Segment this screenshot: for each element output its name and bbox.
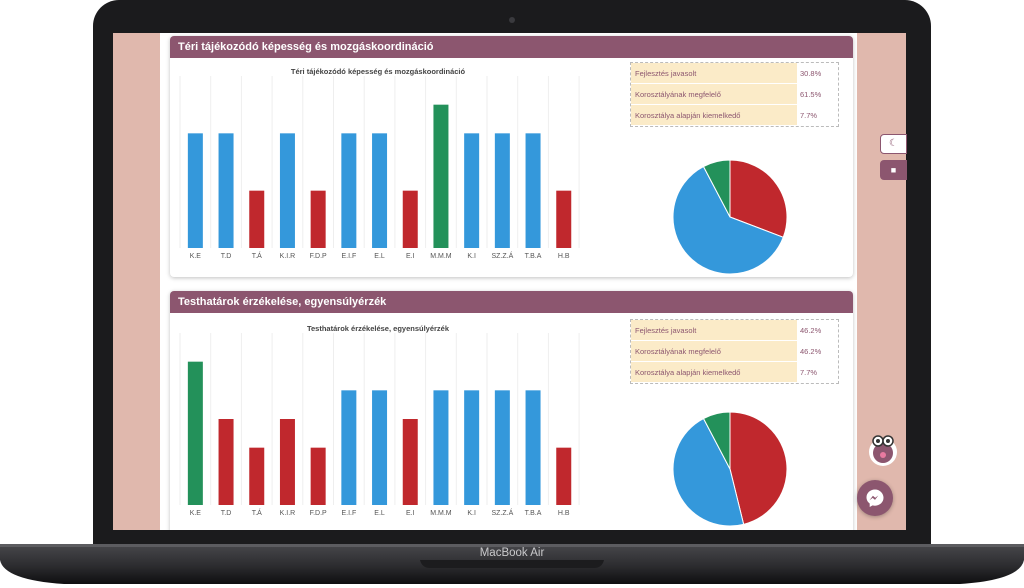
pie-chart-1	[672, 159, 788, 275]
legend-label: Korosztálya alapján kiemelkedő	[631, 105, 797, 126]
legend-row: Fejlesztés javasolt 30.8%	[631, 63, 838, 84]
x-tick-label: H.B	[558, 253, 570, 260]
bar-chart-title-1: Téri tájékozódó képesség és mozgáskoordi…	[290, 67, 466, 76]
bar[interactable]	[372, 133, 388, 248]
x-tick-label: E.I.F	[341, 253, 356, 260]
bar[interactable]	[402, 190, 418, 248]
legend-row: Korosztálya alapján kiemelkedő 7.7%	[631, 362, 838, 383]
x-tick-label: K.E	[190, 510, 202, 517]
bar[interactable]	[433, 104, 449, 249]
section-card-1: Téri tájékozódó képesség és mozgáskoordi…	[170, 36, 853, 277]
camera	[509, 17, 515, 23]
bar-chart-1: K.E T.D T.Á K.I.R F.D.P E.I.F E.L E.I M.M.M K.I SZ…	[179, 76, 580, 260]
pie-slice[interactable]	[729, 411, 788, 525]
section-header-2: Testhatárok érzékelése, egyensúlyérzék	[170, 291, 853, 313]
bar[interactable]	[556, 190, 572, 248]
legend-row: Korosztálya alapján kiemelkedő 7.7%	[631, 105, 838, 126]
x-tick-label: T.B.A	[525, 253, 542, 260]
x-tick-label: M.M.M	[430, 510, 452, 517]
x-tick-label: T.Á	[252, 508, 262, 517]
bar[interactable]	[525, 133, 541, 248]
bar[interactable]	[279, 419, 295, 505]
x-tick-label: SZ.Z.Á	[491, 251, 513, 260]
x-tick-label: M.M.M	[430, 253, 452, 260]
pie-slice[interactable]	[702, 411, 731, 470]
legend-row: Korosztályának megfelelő 61.5%	[631, 84, 838, 105]
dark-mode-toggle[interactable]: ☾	[880, 134, 907, 154]
bar[interactable]	[218, 419, 234, 505]
x-tick-label: T.B.A	[525, 510, 542, 517]
messenger-icon	[866, 489, 884, 507]
bar[interactable]	[310, 190, 326, 248]
feedback-tab[interactable]: ■	[880, 160, 907, 180]
x-tick-label: E.I.F	[341, 510, 356, 517]
mascot-icon[interactable]	[866, 432, 900, 468]
pie-chart-2	[672, 411, 788, 527]
bar[interactable]	[249, 447, 265, 505]
x-tick-label: F.D.P	[310, 510, 327, 517]
bar[interactable]	[187, 361, 203, 505]
legend-label: Korosztálya alapján kiemelkedő	[631, 362, 797, 383]
x-tick-label: E.L	[374, 253, 385, 260]
bar[interactable]	[464, 133, 480, 248]
comment-icon: ■	[890, 165, 897, 175]
bar[interactable]	[279, 133, 295, 248]
bar[interactable]	[402, 419, 418, 505]
x-tick-label: F.D.P	[310, 253, 327, 260]
bar[interactable]	[249, 190, 265, 248]
bar[interactable]	[494, 133, 510, 248]
legend-label: Fejlesztés javasolt	[631, 320, 797, 341]
x-tick-label: K.I.R	[280, 253, 296, 260]
x-tick-label: K.I	[467, 510, 476, 517]
x-tick-label: T.D	[221, 510, 232, 517]
x-tick-label: E.I	[406, 510, 415, 517]
x-tick-label: K.E	[190, 253, 202, 260]
bar-chart-title-2: Testhatárok érzékelése, egyensúlyérzék	[306, 324, 450, 333]
bar-chart-2: K.E T.D T.Á K.I.R F.D.P E.I.F E.L E.I M.M.M K.I SZ…	[179, 333, 580, 517]
pie-slice[interactable]	[672, 417, 745, 527]
x-tick-label: T.Á	[252, 251, 262, 260]
device-brand-label: MacBook Air	[479, 547, 545, 559]
messenger-button[interactable]	[857, 480, 893, 516]
legend-table-2: Fejlesztés javasolt 46.2% Korosztályának…	[630, 319, 839, 384]
bar[interactable]	[187, 133, 203, 248]
legend-row: Fejlesztés javasolt 46.2%	[631, 320, 838, 341]
legend-value: 46.2%	[800, 347, 822, 356]
legend-value: 46.2%	[800, 326, 822, 335]
legend-value: 7.7%	[800, 111, 818, 120]
screen: Téri tájékozódó képesség és mozgáskoordi…	[113, 33, 906, 530]
legend-value: 61.5%	[800, 90, 822, 99]
pie-slice[interactable]	[729, 159, 788, 238]
x-tick-label: K.I.R	[280, 510, 296, 517]
bar[interactable]	[372, 390, 388, 505]
legend-value: 30.8%	[800, 69, 822, 78]
laptop-base	[0, 544, 1024, 584]
bar[interactable]	[310, 447, 326, 505]
bar[interactable]	[218, 133, 234, 248]
pie-slice[interactable]	[672, 165, 784, 275]
legend-value: 7.7%	[800, 368, 818, 377]
section-header-1: Téri tájékozódó képesség és mozgáskoordi…	[170, 36, 853, 58]
x-tick-label: E.I	[406, 253, 415, 260]
section-card-2: Testhatárok érzékelése, egyensúlyérzék T…	[170, 291, 853, 530]
legend-table-1: Fejlesztés javasolt 30.8% Korosztályának…	[630, 62, 839, 127]
bar[interactable]	[494, 390, 510, 505]
moon-icon: ☾	[889, 138, 898, 149]
legend-row: Korosztályának megfelelő 46.2%	[631, 341, 838, 362]
legend-label: Korosztályának megfelelő	[631, 341, 797, 362]
bar[interactable]	[464, 390, 480, 505]
x-tick-label: SZ.Z.Á	[491, 508, 513, 517]
x-tick-label: H.B	[558, 510, 570, 517]
pie-slice[interactable]	[702, 159, 731, 218]
x-tick-label: T.D	[221, 253, 232, 260]
legend-label: Fejlesztés javasolt	[631, 63, 797, 84]
legend-label: Korosztályának megfelelő	[631, 84, 797, 105]
bar[interactable]	[341, 390, 357, 505]
x-tick-label: K.I	[467, 253, 476, 260]
bar[interactable]	[556, 447, 572, 505]
bar[interactable]	[341, 133, 357, 248]
bar[interactable]	[433, 390, 449, 505]
bar[interactable]	[525, 390, 541, 505]
x-tick-label: E.L	[374, 510, 385, 517]
